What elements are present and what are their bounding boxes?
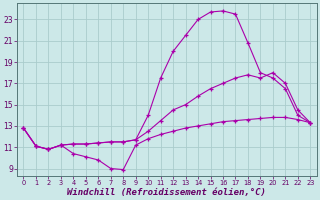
X-axis label: Windchill (Refroidissement éolien,°C): Windchill (Refroidissement éolien,°C): [68, 188, 266, 197]
